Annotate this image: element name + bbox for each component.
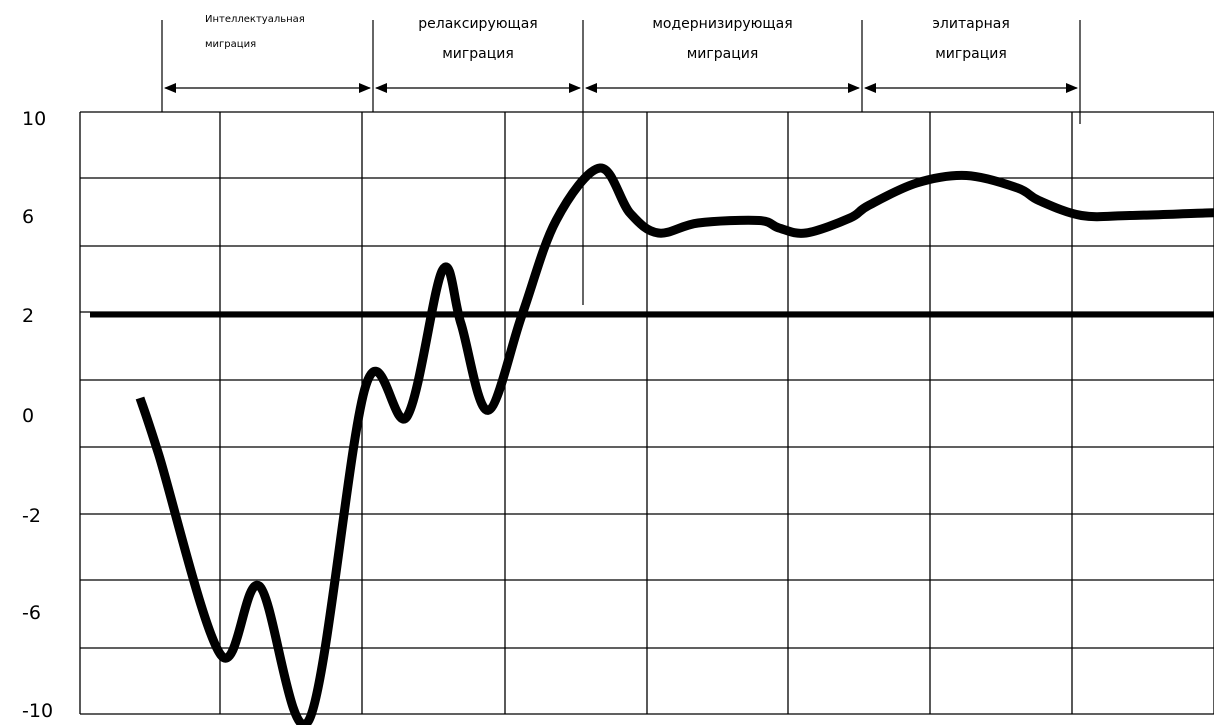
phase-label-line: миграция bbox=[442, 46, 514, 62]
series-point bbox=[629, 213, 630, 214]
series-point bbox=[966, 175, 967, 176]
phase-label-line: миграция bbox=[687, 46, 759, 62]
series-point bbox=[365, 385, 366, 386]
series-point bbox=[658, 233, 659, 234]
series-point bbox=[1081, 215, 1082, 216]
series-point bbox=[868, 205, 869, 206]
phase-label-line: миграция bbox=[935, 46, 1007, 62]
series-point bbox=[779, 228, 780, 229]
series-point bbox=[220, 655, 221, 656]
series-group bbox=[135, 163, 1214, 725]
series-line bbox=[135, 163, 1214, 725]
series-point bbox=[759, 220, 760, 221]
series-point bbox=[407, 416, 408, 417]
series-point bbox=[850, 218, 851, 219]
phase-label-line: элитарная bbox=[932, 16, 1010, 32]
series-point bbox=[556, 220, 557, 221]
series-point bbox=[259, 586, 260, 587]
y-tick-label: 6 bbox=[22, 206, 34, 228]
y-tick-label: 0 bbox=[22, 405, 34, 427]
series-point bbox=[158, 453, 159, 454]
series-point bbox=[698, 223, 699, 224]
series-point bbox=[1205, 213, 1206, 214]
series-point bbox=[1129, 215, 1130, 216]
series-point bbox=[1017, 188, 1018, 189]
series-point bbox=[309, 720, 310, 721]
phase-label-line: модернизирующая bbox=[652, 16, 792, 32]
y-tick-label: 10 bbox=[22, 108, 46, 130]
series-point bbox=[600, 168, 601, 169]
phase-label-line: миграция bbox=[205, 39, 256, 50]
y-tick-label: -10 bbox=[22, 700, 53, 722]
series-point bbox=[460, 323, 461, 324]
series-point bbox=[442, 270, 443, 271]
phase-label-line: релаксирующая bbox=[418, 16, 537, 32]
phase-label-line: Интеллектуальная bbox=[205, 14, 305, 25]
series-point bbox=[522, 315, 523, 316]
y-tick-label: -6 bbox=[22, 602, 41, 624]
phase-annotations: Интеллектуальная миграция релаксирующая миг… bbox=[161, 14, 1081, 305]
series-point bbox=[806, 233, 807, 234]
y-tick-label: -2 bbox=[22, 505, 41, 527]
series-point bbox=[487, 410, 488, 411]
series-point bbox=[1038, 200, 1039, 201]
series-point bbox=[916, 183, 917, 184]
series-point bbox=[140, 398, 141, 399]
y-axis: 10 6 2 0 -2 -6 -10 bbox=[22, 108, 53, 722]
y-tick-label: 2 bbox=[22, 305, 34, 327]
